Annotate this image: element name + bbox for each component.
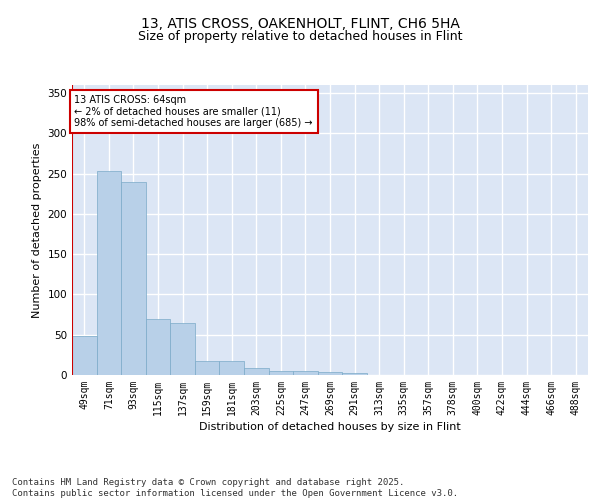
- Bar: [72, 336, 97, 375]
- Bar: [146, 318, 170, 375]
- Text: Size of property relative to detached houses in Flint: Size of property relative to detached ho…: [138, 30, 462, 43]
- Bar: [244, 368, 269, 375]
- Bar: [220, 360, 244, 375]
- Bar: [342, 372, 367, 375]
- Bar: [170, 322, 195, 375]
- Text: Contains HM Land Registry data © Crown copyright and database right 2025.
Contai: Contains HM Land Registry data © Crown c…: [12, 478, 458, 498]
- Bar: [97, 171, 121, 375]
- Bar: [293, 371, 318, 375]
- Text: 13 ATIS CROSS: 64sqm
← 2% of detached houses are smaller (11)
98% of semi-detach: 13 ATIS CROSS: 64sqm ← 2% of detached ho…: [74, 94, 313, 128]
- X-axis label: Distribution of detached houses by size in Flint: Distribution of detached houses by size …: [199, 422, 461, 432]
- Text: 13, ATIS CROSS, OAKENHOLT, FLINT, CH6 5HA: 13, ATIS CROSS, OAKENHOLT, FLINT, CH6 5H…: [140, 18, 460, 32]
- Bar: [318, 372, 342, 375]
- Y-axis label: Number of detached properties: Number of detached properties: [32, 142, 42, 318]
- Bar: [195, 360, 220, 375]
- Bar: [269, 371, 293, 375]
- Bar: [121, 182, 146, 375]
